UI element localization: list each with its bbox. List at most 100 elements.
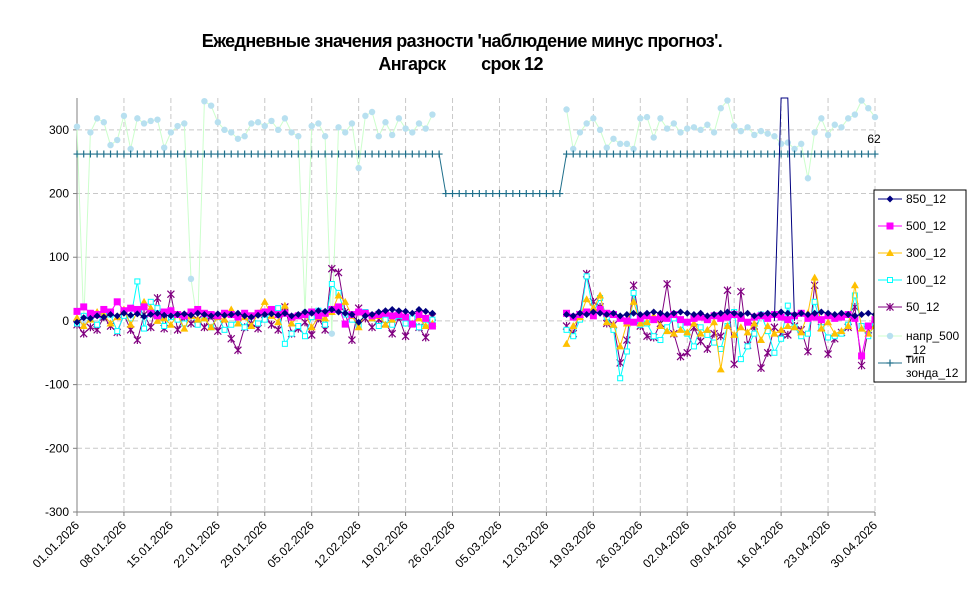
data-point bbox=[221, 126, 228, 134]
data-point bbox=[274, 150, 282, 158]
data-point bbox=[757, 150, 765, 158]
data-point bbox=[764, 309, 772, 317]
data-point bbox=[763, 322, 772, 330]
data-point bbox=[495, 190, 503, 198]
data-point bbox=[563, 326, 570, 333]
data-point bbox=[227, 311, 235, 319]
data-point bbox=[80, 314, 88, 322]
data-point bbox=[321, 150, 329, 158]
data-point bbox=[402, 307, 410, 315]
data-point bbox=[428, 150, 436, 158]
data-point bbox=[743, 328, 752, 336]
data-point bbox=[73, 313, 81, 321]
data-point bbox=[194, 305, 202, 313]
data-point bbox=[153, 309, 161, 317]
data-point bbox=[141, 325, 148, 332]
data-point bbox=[804, 150, 812, 158]
y-tick-label: -200 bbox=[45, 441, 69, 455]
data-point bbox=[348, 311, 356, 319]
data-point bbox=[710, 318, 719, 326]
data-point bbox=[469, 190, 477, 198]
data-point bbox=[824, 318, 833, 326]
data-point bbox=[737, 311, 745, 319]
data-point bbox=[871, 150, 879, 158]
data-point bbox=[348, 150, 356, 158]
data-point bbox=[603, 311, 611, 319]
data-point bbox=[596, 305, 604, 313]
data-point bbox=[570, 333, 577, 340]
data-point bbox=[335, 308, 343, 316]
data-point bbox=[207, 102, 215, 109]
data-point bbox=[73, 123, 81, 130]
data-point bbox=[234, 309, 242, 317]
data-point bbox=[549, 190, 557, 198]
data-point bbox=[127, 304, 135, 312]
data-point bbox=[341, 297, 350, 305]
data-point bbox=[690, 150, 698, 158]
data-point bbox=[804, 175, 812, 182]
data-point bbox=[710, 129, 718, 136]
axes bbox=[73, 98, 876, 516]
chart-subtitle-term: срок 12 bbox=[481, 54, 543, 74]
data-point bbox=[382, 119, 389, 126]
data-point bbox=[736, 323, 745, 331]
data-point bbox=[609, 150, 617, 158]
data-point bbox=[757, 311, 765, 319]
data-point bbox=[288, 330, 295, 337]
data-point bbox=[817, 316, 825, 324]
data-point bbox=[556, 190, 564, 198]
data-point bbox=[194, 309, 202, 317]
x-tick-label: 22.01.2026 bbox=[171, 518, 224, 571]
data-point bbox=[750, 150, 758, 158]
legend-label-cont: зонда_12 bbox=[906, 366, 959, 380]
data-point bbox=[395, 150, 403, 158]
data-point bbox=[630, 150, 638, 158]
data-point bbox=[684, 125, 691, 132]
data-point bbox=[657, 337, 664, 344]
data-point bbox=[529, 190, 537, 198]
x-tick-label: 01.01.2026 bbox=[30, 518, 83, 571]
data-point bbox=[73, 318, 81, 326]
data-point bbox=[328, 330, 336, 337]
data-point bbox=[576, 129, 584, 136]
data-point bbox=[140, 303, 148, 311]
series-100_12 bbox=[74, 273, 878, 382]
data-point bbox=[321, 133, 329, 140]
data-point bbox=[656, 309, 664, 317]
data-point bbox=[596, 291, 605, 299]
data-point bbox=[389, 321, 396, 328]
data-point bbox=[248, 120, 255, 127]
data-point bbox=[307, 330, 316, 339]
x-tick-label: 29.01.2026 bbox=[218, 518, 271, 571]
data-point bbox=[676, 352, 685, 361]
data-point bbox=[140, 150, 148, 158]
data-point bbox=[864, 322, 872, 330]
data-point bbox=[717, 104, 724, 112]
data-point bbox=[140, 312, 148, 320]
x-tick-label: 30.04.2026 bbox=[828, 518, 881, 571]
data-point bbox=[636, 314, 644, 322]
data-point bbox=[100, 305, 108, 313]
data-point bbox=[254, 311, 262, 319]
data-point bbox=[683, 328, 692, 336]
x-tick-label: 19.03.2026 bbox=[546, 518, 599, 571]
data-point bbox=[502, 190, 510, 198]
data-point bbox=[804, 330, 811, 337]
data-point bbox=[227, 305, 236, 313]
data-point bbox=[127, 150, 135, 158]
data-point bbox=[388, 312, 396, 320]
data-point bbox=[784, 302, 791, 309]
data-point bbox=[711, 339, 718, 346]
data-point bbox=[751, 330, 758, 337]
y-tick-label: 0 bbox=[62, 314, 69, 328]
data-point bbox=[784, 150, 792, 158]
data-point bbox=[314, 150, 322, 158]
data-point bbox=[482, 190, 490, 198]
data-point bbox=[241, 312, 249, 320]
x-tick-label: 12.03.2026 bbox=[499, 518, 552, 571]
data-point bbox=[80, 303, 88, 311]
data-point bbox=[697, 309, 705, 317]
data-point bbox=[275, 305, 282, 312]
legend: 850_12 500_12 300_12 100_12 50_12 напр_500_12… bbox=[873, 189, 967, 383]
data-point bbox=[817, 324, 826, 332]
